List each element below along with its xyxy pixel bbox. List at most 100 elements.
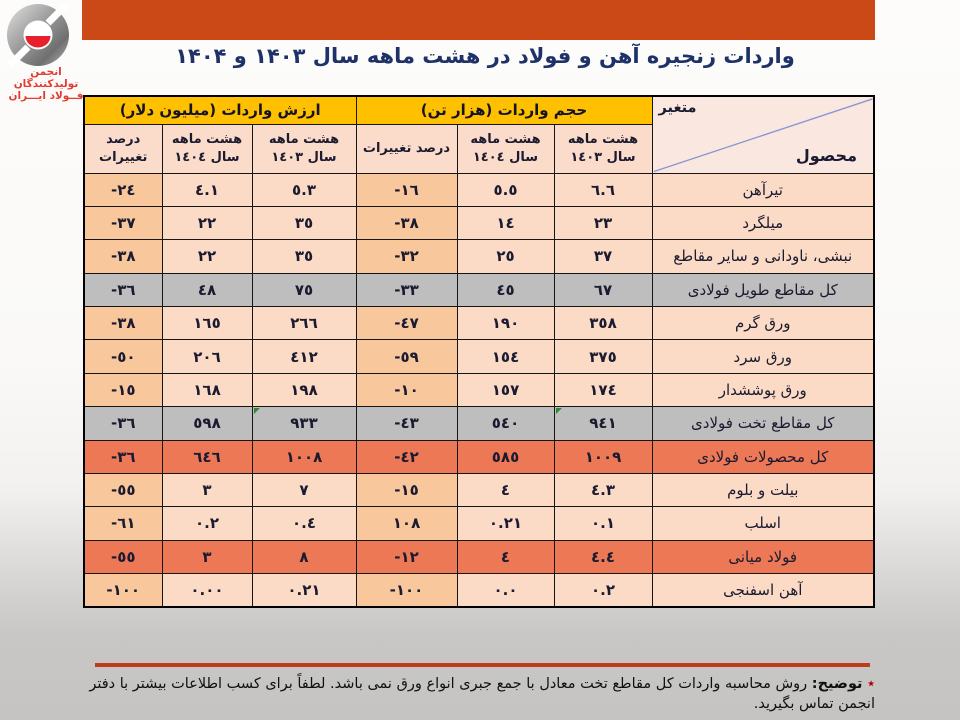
table-row: کل محصولات فولادی ١٠٠٩ ٥٨٥ -٤٢ ١٠٠٨ ٦٤٦ … — [83, 439, 875, 474]
cell-val_chg: -٣٦ — [83, 272, 163, 308]
cell-val_1404: ٣ — [161, 539, 253, 575]
cell-name: کل مقاطع تخت فولادی — [651, 406, 875, 441]
footnote-star: ٭ — [867, 676, 875, 692]
table-row: تیرآهن ٦.٦ ٥.٥ -١٦ ٥.٣ ٤.١ -٢٤ — [83, 172, 875, 207]
cell-val_1403: ٧ — [251, 472, 357, 508]
cell-val_1403: ٣٥ — [251, 205, 357, 241]
cell-val_chg: -٢٤ — [83, 172, 163, 207]
steel-swirl-icon — [7, 3, 69, 68]
cell-vol_1404: ١٩٠ — [456, 305, 555, 341]
cell-val_1404: ٢٢ — [161, 239, 253, 274]
cell-val_1403: ٨ — [251, 539, 357, 575]
cell-vol_chg: -٥٩ — [355, 339, 458, 374]
cell-vol_1403: ٩٤١ — [553, 406, 653, 441]
header-line: هشت ماهه — [171, 131, 243, 147]
cell-vol_chg: -١٠ — [355, 372, 458, 408]
cell-vol_chg: -٤٢ — [355, 439, 458, 474]
cell-val_chg: -٦١ — [83, 506, 163, 541]
table-row: آهن اسفنجی ٠.٢ ٠.٠ -١٠٠ ٠.٢١ ٠.٠٠ -١٠٠ — [83, 573, 875, 608]
header-line: سال ١٤٠٣ — [570, 149, 636, 165]
cell-val_chg: -٥٥ — [83, 472, 163, 508]
group-header-row: متغیر محصول حجم واردات (هزار تن) ارزش وا… — [83, 95, 875, 174]
cell-val_chg: -٥٠ — [83, 339, 163, 374]
cell-val_chg: -٣٦ — [83, 406, 163, 441]
cell-val_1404: ١٦٨ — [161, 372, 253, 408]
header-line: سال ١٤٠٤ — [174, 149, 240, 165]
sub-header-row: هشت ماهه سال ١٤٠٣ هشت ماهه سال ١٤٠٤ درصد… — [83, 123, 874, 174]
footnote: ٭ توضیح: روش محاسبه واردات کل مقاطع تخت … — [63, 674, 875, 715]
cell-val_1404: ١٦٥ — [161, 305, 253, 341]
cell-vol_1404: ٤٥ — [456, 272, 555, 308]
cell-val_chg: -٥٥ — [83, 539, 163, 575]
cell-vol_1404: ١٥٤ — [456, 339, 555, 374]
header-line: سال ١٤٠٤ — [472, 149, 539, 165]
cell-val_chg: -١٠٠ — [83, 573, 163, 608]
cell-name: نبشی، ناودانی و سایر مقاطع — [651, 239, 875, 274]
table-row: کل مقاطع تخت فولادی ٩٤١ ٥٤٠ -٤٣ ٩٣٣ ٥٩٨ … — [83, 406, 875, 441]
cell-val_1404: ٥٩٨ — [161, 406, 253, 441]
cell-val_1403: ٧٥ — [251, 272, 357, 308]
top-banner — [82, 0, 875, 40]
cell-vol_1404: ٢٥ — [456, 239, 555, 274]
vol-1404-header: هشت ماهه سال ١٤٠٤ — [456, 123, 555, 174]
logo-caption-line1: انجمن تولیدکنندگان — [13, 66, 79, 91]
cell-vol_1404: ٠.٢١ — [456, 506, 555, 541]
val-1404-header: هشت ماهه سال ١٤٠٤ — [161, 123, 253, 174]
header-line: سال ١٤٠٣ — [271, 149, 337, 165]
cell-vol_1403: ٣٧ — [553, 239, 653, 274]
cell-name: کل مقاطع طویل فولادی — [651, 272, 875, 308]
cell-vol_1403: ٣٥٨ — [553, 305, 653, 341]
cell-vol_1403: ٣٧٥ — [553, 339, 653, 374]
cell-vol_1403: ٦٧ — [553, 272, 653, 308]
steel-association-logo: انجمن تولیدکنندگان فــولاد ایـــران — [2, 3, 106, 103]
cell-vol_1404: ٤ — [456, 472, 555, 508]
cell-vol_1403: ٤.٣ — [553, 472, 653, 508]
slide-title: واردات زنجیره آهن و فولاد در هشت ماهه سا… — [175, 44, 795, 68]
table-row: ورق پوششدار ١٧٤ ١٥٧ -١٠ ١٩٨ ١٦٨ -١٥ — [83, 372, 875, 408]
diagonal-divider — [653, 98, 873, 173]
cell-vol_1403: ٠.٢ — [553, 573, 653, 608]
table-row: نبشی، ناودانی و سایر مقاطع ٣٧ ٢٥ -٣٢ ٣٥ … — [83, 239, 875, 274]
val-change-header: درصد تغییرات — [83, 123, 163, 174]
cell-name: ورق سرد — [651, 339, 875, 374]
cell-vol_chg: -٣٨ — [355, 205, 458, 241]
table-row: کل مقاطع طویل فولادی ٦٧ ٤٥ -٣٣ ٧٥ ٤٨ -٣٦ — [83, 272, 875, 308]
cell-val_chg: -٣٦ — [83, 439, 163, 474]
cell-name: کل محصولات فولادی — [651, 439, 875, 474]
cell-name: ورق گرم — [651, 305, 875, 341]
cell-val_1403: ٠.٢١ — [251, 573, 357, 608]
cell-vol_chg: -١٥ — [355, 472, 458, 508]
cell-val_1403: ٩٣٣ — [251, 406, 357, 441]
logo-caption-line2: فــولاد ایـــران — [8, 90, 84, 103]
cell-vol_chg: -٣٢ — [355, 239, 458, 274]
cell-name: فولاد میانی — [651, 539, 875, 575]
cell-val_chg: -١٥ — [83, 372, 163, 408]
footnote-label: توضیح: — [811, 676, 863, 692]
cell-vol_chg: -١٠٠ — [355, 573, 458, 608]
cell-vol_chg: -٤٧ — [355, 305, 458, 341]
cell-vol_1404: ١٤ — [456, 205, 555, 241]
cell-vol_1404: ٥٨٥ — [456, 439, 555, 474]
cell-val_1403: ٤١٢ — [251, 339, 357, 374]
table-row: ورق گرم ٣٥٨ ١٩٠ -٤٧ ٢٦٦ ١٦٥ -٣٨ — [83, 305, 875, 341]
value-group-header: ارزش واردات (میلیون دلار) — [83, 95, 357, 125]
cell-vol_1403: ٠.١ — [553, 506, 653, 541]
table-row: اسلب ٠.١ ٠.٢١ ١٠٨ ٠.٤ ٠.٢ -٦١ — [83, 506, 875, 541]
cell-name: آهن اسفنجی — [651, 573, 875, 608]
cell-vol_chg: ١٠٨ — [355, 506, 458, 541]
cell-val_1403: ١٩٨ — [251, 372, 357, 408]
corner-cell: متغیر محصول — [651, 95, 875, 174]
cell-val_chg: -٣٨ — [83, 239, 163, 274]
cell-val_1403: ٥.٣ — [251, 172, 357, 207]
table-row: بیلت و بلوم ٤.٣ ٤ -١٥ ٧ ٣ -٥٥ — [83, 472, 875, 508]
corner-product-label: محصول — [795, 145, 857, 165]
cell-vol_chg: -٣٣ — [355, 272, 458, 308]
cell-val_1403: ٣٥ — [251, 239, 357, 274]
cell-val_1404: ٢٢ — [161, 205, 253, 241]
cell-vol_1404: ١٥٧ — [456, 372, 555, 408]
footer-rule — [95, 663, 870, 667]
corner-variable-label: متغیر — [658, 100, 697, 116]
cell-vol_1404: ٠.٠ — [456, 573, 555, 608]
cell-vol_1404: ٤ — [456, 539, 555, 575]
